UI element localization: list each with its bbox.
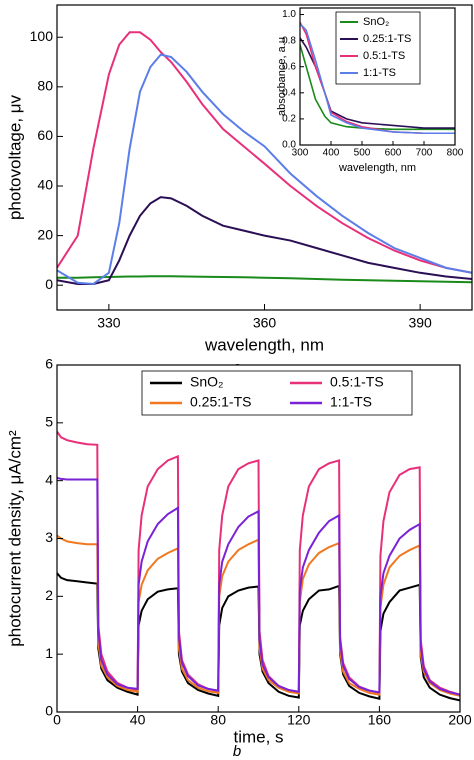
x-tick-label: 300 (292, 148, 309, 159)
y-tick-label: 100 (30, 28, 54, 44)
x-tick-label: 800 (447, 148, 464, 159)
legend-label: SnO₂ (363, 16, 389, 28)
data-line (57, 476, 460, 696)
y-tick-label: 0.6 (282, 61, 296, 72)
legend-box (141, 370, 413, 416)
data-line (57, 53, 472, 285)
legend-label: 1:1-TS (330, 394, 372, 410)
y-tick-label: 5 (45, 414, 53, 430)
plot-frame (299, 7, 456, 146)
y-tick-label: 20 (37, 226, 53, 242)
legend-label: 0.25:1-TS (363, 33, 411, 45)
y-axis-label: photocurrent density, μA/cm² (5, 430, 24, 647)
data-line (300, 37, 455, 129)
y-tick-label: 0.8 (282, 35, 296, 46)
x-tick-label: 390 (408, 315, 432, 331)
y-tick-label: 2 (45, 587, 53, 603)
y-tick-label: 60 (37, 127, 53, 143)
x-tick-label: 40 (130, 712, 146, 728)
y-axis-label: absorbance, a.u (276, 37, 288, 116)
x-tick-label: 80 (210, 712, 226, 728)
caption: b (233, 743, 241, 760)
x-tick-label: 600 (385, 148, 402, 159)
legend-label: 0.25:1-TS (190, 394, 251, 410)
legend-label: SnO₂ (190, 374, 223, 390)
y-tick-label: 6 (45, 356, 53, 372)
data-line (57, 275, 472, 284)
y-tick-label: 0.4 (282, 87, 296, 98)
x-tick-label: 200 (448, 712, 472, 728)
data-line (300, 23, 455, 135)
x-tick-label: 160 (368, 712, 392, 728)
x-tick-label: 120 (287, 712, 311, 728)
x-tick-label: 500 (354, 148, 371, 159)
x-tick-label: 0 (53, 712, 61, 728)
y-tick-label: 40 (37, 177, 53, 193)
x-tick-label: 330 (97, 315, 121, 331)
y-tick-label: 80 (37, 78, 53, 94)
y-tick-label: 1.0 (282, 9, 296, 20)
data-line (300, 44, 455, 131)
y-tick-label: 0.2 (282, 114, 296, 125)
y-tick-label: 0 (45, 276, 53, 292)
data-line (57, 31, 472, 274)
y-tick-label: 0.0 (282, 140, 296, 151)
data-line (57, 196, 472, 285)
x-axis-label: time, s (233, 727, 283, 746)
x-tick-label: 400 (323, 148, 340, 159)
x-tick-label: 360 (253, 315, 277, 331)
x-axis-label: wavelength, nm (204, 335, 324, 354)
legend-label: 0.5:1-TS (363, 50, 405, 62)
legend-label: 0.5:1-TS (330, 374, 384, 390)
y-tick-label: 4 (45, 471, 53, 487)
x-axis-label: wavelength, nm (338, 162, 416, 174)
legend-label: 1:1-TS (363, 67, 396, 79)
y-tick-label: 3 (45, 529, 53, 545)
y-axis-label: photovoltage, μv (5, 94, 24, 220)
y-tick-label: 1 (45, 645, 53, 661)
y-tick-label: 0 (45, 703, 53, 719)
x-tick-label: 700 (416, 148, 433, 159)
